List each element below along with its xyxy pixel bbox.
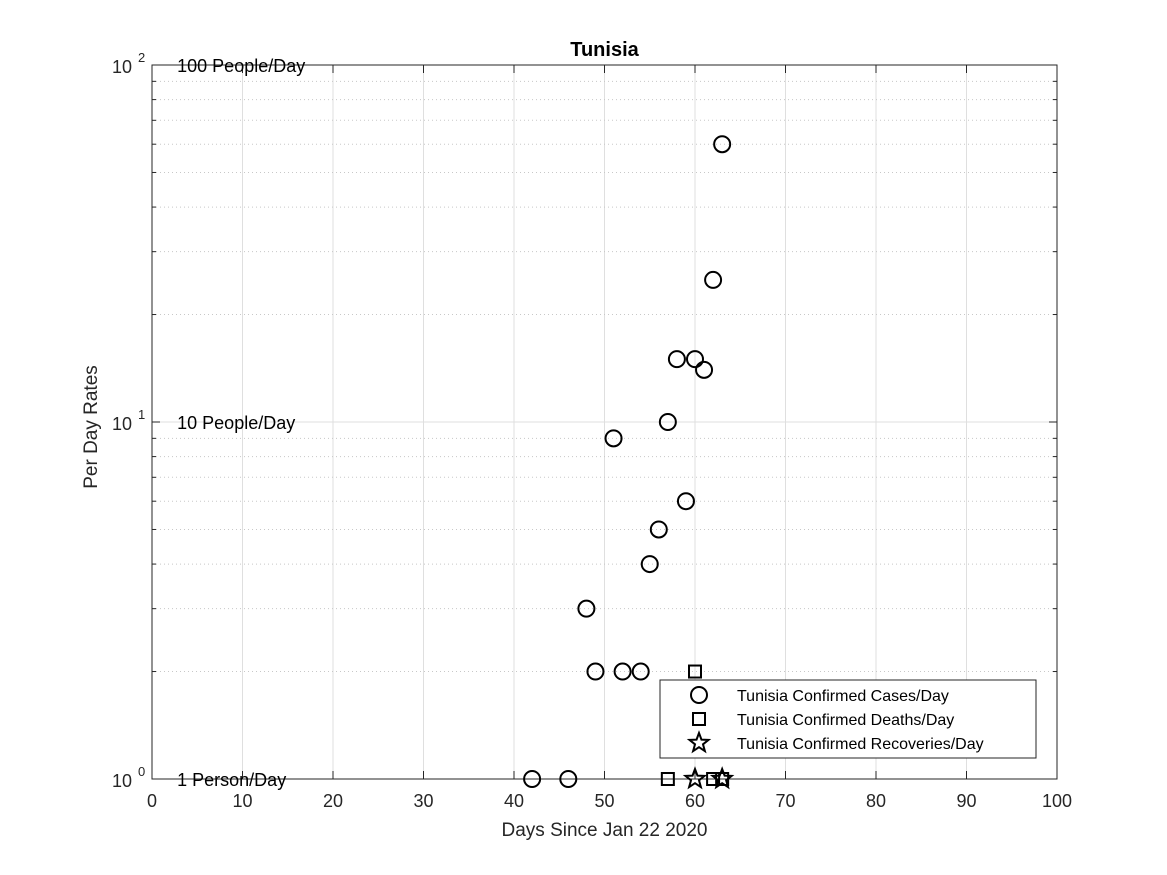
cases-point bbox=[704, 270, 723, 289]
rate-annotation: 100 People/Day bbox=[177, 56, 305, 76]
cases-point bbox=[559, 770, 578, 788]
deaths-point bbox=[688, 664, 702, 679]
recoveries-point bbox=[709, 766, 735, 790]
x-tick-label: 50 bbox=[594, 791, 614, 811]
y-tick-label-exponent: 0 bbox=[138, 764, 145, 779]
x-tick-label: 100 bbox=[1042, 791, 1072, 811]
legend-marker-square bbox=[692, 712, 706, 726]
x-tick-label: 40 bbox=[504, 791, 524, 811]
y-tick-label: 10 bbox=[112, 414, 132, 434]
data-points bbox=[523, 135, 735, 790]
y-tick-label-exponent: 1 bbox=[138, 407, 145, 422]
cases-point bbox=[695, 360, 714, 379]
rate-annotation: 10 People/Day bbox=[177, 413, 295, 433]
x-tick-label: 90 bbox=[956, 791, 976, 811]
annotations: 100 People/Day 10 People/Day 1 Person/Day bbox=[177, 56, 305, 790]
cases-point bbox=[649, 520, 668, 539]
y-tick-label: 10 bbox=[112, 771, 132, 791]
cases-point bbox=[523, 770, 542, 788]
cases-point bbox=[713, 135, 732, 154]
legend-entry: Tunisia Confirmed Deaths/Day bbox=[737, 712, 954, 729]
cases-point bbox=[658, 413, 677, 431]
legend: Tunisia Confirmed Cases/Day Tunisia Confi… bbox=[659, 679, 1037, 759]
y-tick-label-exponent: 2 bbox=[138, 50, 145, 65]
legend-marker-star bbox=[686, 730, 712, 754]
deaths-point bbox=[706, 772, 721, 786]
deaths-point bbox=[660, 772, 675, 786]
x-axis-label: Days Since Jan 22 2020 bbox=[502, 820, 708, 841]
legend-entry: Tunisia Confirmed Cases/Day bbox=[737, 688, 949, 705]
x-tick-label: 70 bbox=[775, 791, 795, 811]
y-tick-label: 10 bbox=[112, 57, 132, 77]
legend-box bbox=[659, 679, 1037, 759]
legend-marker-circle bbox=[690, 686, 708, 704]
x-tick-label: 0 bbox=[147, 791, 157, 811]
cases-point bbox=[586, 662, 605, 681]
x-tick-label: 20 bbox=[323, 791, 343, 811]
cases-point bbox=[613, 662, 632, 681]
x-tick-label: 30 bbox=[413, 791, 433, 811]
legend-entry: Tunisia Confirmed Recoveries/Day bbox=[737, 736, 984, 753]
chart-title: Tunisia bbox=[570, 39, 639, 61]
cases-point bbox=[676, 492, 695, 511]
recoveries-point bbox=[682, 766, 708, 790]
rate-annotation: 1 Person/Day bbox=[177, 770, 286, 790]
y-axis-label: Per Day Rates bbox=[81, 365, 102, 489]
x-tick-label: 80 bbox=[866, 791, 886, 811]
cases-point bbox=[577, 599, 596, 618]
x-tick-label: 60 bbox=[685, 791, 705, 811]
cases-point bbox=[604, 429, 623, 448]
x-tick-label: 10 bbox=[232, 791, 252, 811]
cases-point bbox=[667, 350, 686, 369]
cases-point bbox=[686, 350, 704, 369]
cases-point bbox=[640, 555, 659, 574]
cases-point bbox=[631, 662, 650, 681]
